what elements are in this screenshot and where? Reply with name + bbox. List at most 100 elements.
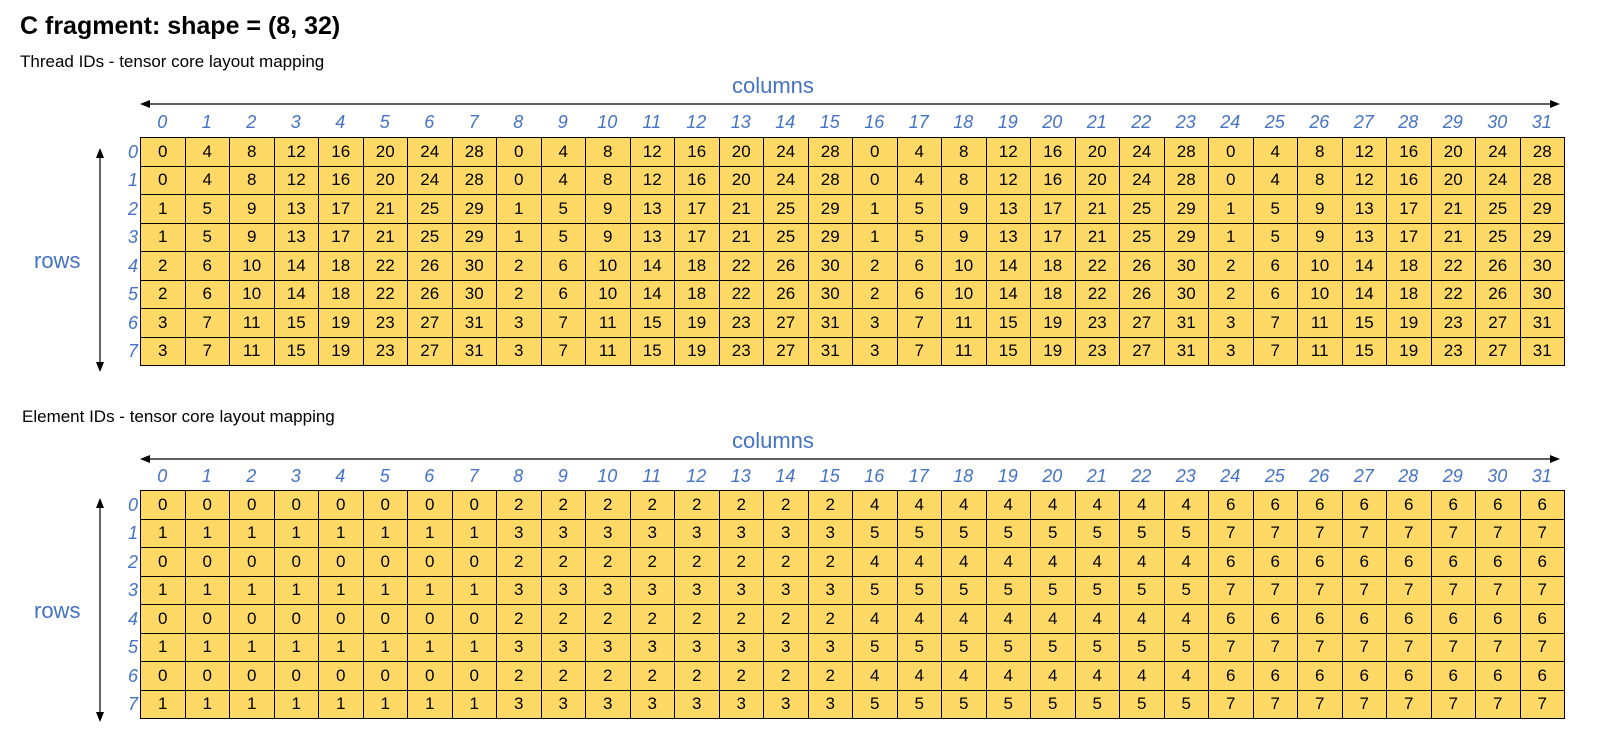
grid-cell: 17 — [675, 195, 720, 224]
grid-cell: 28 — [452, 166, 497, 195]
grid-cell: 2 — [541, 662, 586, 691]
grid-cell: 28 — [808, 138, 853, 167]
grid-cell: 0 — [319, 662, 364, 691]
grid-cell: 15 — [274, 337, 319, 366]
grid-cell: 19 — [1387, 337, 1432, 366]
column-index: 21 — [1086, 111, 1107, 132]
grid-cell: 27 — [1120, 309, 1165, 338]
grid-cell: 3 — [630, 576, 675, 605]
grid-cell: 1 — [141, 519, 186, 548]
grid-cell: 4 — [897, 605, 942, 634]
grid-cell: 2 — [719, 491, 764, 520]
grid-cell: 8 — [942, 138, 987, 167]
thread-ids-column-indices: 0 1 2 3 4 5 6 7 8 9 10 11 12 13 14 15 16 17 18 19 20 21 22 23 24… — [140, 110, 1564, 134]
column-index: 10 — [597, 111, 618, 132]
grid-cell: 0 — [274, 605, 319, 634]
grid-cell: 2 — [808, 662, 853, 691]
grid-cell: 17 — [1031, 223, 1076, 252]
grid-cell: 31 — [1520, 337, 1565, 366]
grid-cell: 2 — [808, 548, 853, 577]
grid-cell: 0 — [853, 138, 898, 167]
grid-cell: 2 — [675, 605, 720, 634]
column-index: 30 — [1487, 111, 1508, 132]
grid-cell: 13 — [274, 195, 319, 224]
grid-cell: 7 — [1520, 519, 1565, 548]
grid-cell: 2 — [630, 662, 675, 691]
grid-cell: 2 — [675, 548, 720, 577]
grid-cell: 17 — [1387, 223, 1432, 252]
grid-cell: 28 — [1520, 138, 1565, 167]
column-index: 20 — [1042, 111, 1063, 132]
grid-cell: 2 — [853, 280, 898, 309]
column-index: 19 — [997, 111, 1018, 132]
column-index: 22 — [1131, 465, 1152, 486]
grid-cell: 6 — [1387, 491, 1432, 520]
grid-cell: 5 — [986, 690, 1031, 719]
grid-cell: 7 — [1298, 690, 1343, 719]
grid-cell: 30 — [452, 252, 497, 281]
row-index: 1 — [127, 523, 138, 544]
row-index: 7 — [127, 694, 138, 715]
grid-cell: 1 — [274, 519, 319, 548]
grid-cell: 1 — [185, 519, 230, 548]
grid-cell: 18 — [319, 252, 364, 281]
grid-cell: 1 — [274, 690, 319, 719]
grid-cell: 3 — [497, 519, 542, 548]
column-index: 21 — [1086, 465, 1107, 486]
grid-cell: 29 — [808, 223, 853, 252]
grid-cell: 6 — [897, 280, 942, 309]
grid-cell: 1 — [319, 576, 364, 605]
grid-cell: 20 — [719, 166, 764, 195]
grid-cell: 17 — [319, 223, 364, 252]
grid-cell: 15 — [1342, 337, 1387, 366]
grid-cell: 4 — [897, 548, 942, 577]
grid-cell: 1 — [230, 690, 275, 719]
grid-cell: 25 — [1476, 223, 1521, 252]
grid-cell: 0 — [141, 138, 186, 167]
grid-cell: 16 — [1031, 138, 1076, 167]
column-index: 12 — [686, 111, 707, 132]
grid-cell: 1 — [408, 633, 453, 662]
grid-cell: 30 — [1164, 280, 1209, 309]
grid-cell: 3 — [675, 576, 720, 605]
grid-cell: 7 — [1342, 690, 1387, 719]
grid-cell: 5 — [1031, 519, 1076, 548]
grid-cell: 3 — [630, 690, 675, 719]
grid-cell: 4 — [1075, 605, 1120, 634]
grid-cell: 22 — [363, 280, 408, 309]
grid-cell: 7 — [1253, 519, 1298, 548]
grid-cell: 2 — [1209, 280, 1254, 309]
grid-cell: 29 — [1520, 223, 1565, 252]
grid-cell: 9 — [1298, 223, 1343, 252]
grid-cell: 4 — [1164, 662, 1209, 691]
column-index: 10 — [597, 465, 618, 486]
row-index: 0 — [127, 141, 138, 162]
grid-cell: 4 — [541, 138, 586, 167]
grid-cell: 3 — [1209, 309, 1254, 338]
grid-cell: 21 — [1431, 195, 1476, 224]
grid-cell: 15 — [274, 309, 319, 338]
grid-cell: 5 — [897, 690, 942, 719]
grid-cell: 3 — [497, 309, 542, 338]
grid-cell: 24 — [1120, 138, 1165, 167]
grid-cell: 3 — [853, 309, 898, 338]
grid-cell: 17 — [1387, 195, 1432, 224]
grid-cell: 27 — [1476, 309, 1521, 338]
grid-cell: 19 — [1387, 309, 1432, 338]
grid-cell: 22 — [1431, 280, 1476, 309]
grid-cell: 13 — [274, 223, 319, 252]
grid-cell: 22 — [1075, 280, 1120, 309]
column-index: 6 — [424, 465, 435, 486]
grid-cell: 1 — [230, 519, 275, 548]
grid-cell: 3 — [630, 519, 675, 548]
grid-cell: 16 — [1387, 138, 1432, 167]
grid-cell: 0 — [408, 548, 453, 577]
column-index: 20 — [1042, 465, 1063, 486]
grid-cell: 14 — [986, 252, 1031, 281]
grid-cell: 30 — [808, 280, 853, 309]
grid-cell: 4 — [185, 166, 230, 195]
row-index: 3 — [127, 227, 138, 248]
element-ids-columns-label: columns — [732, 428, 814, 453]
grid-cell: 21 — [363, 223, 408, 252]
